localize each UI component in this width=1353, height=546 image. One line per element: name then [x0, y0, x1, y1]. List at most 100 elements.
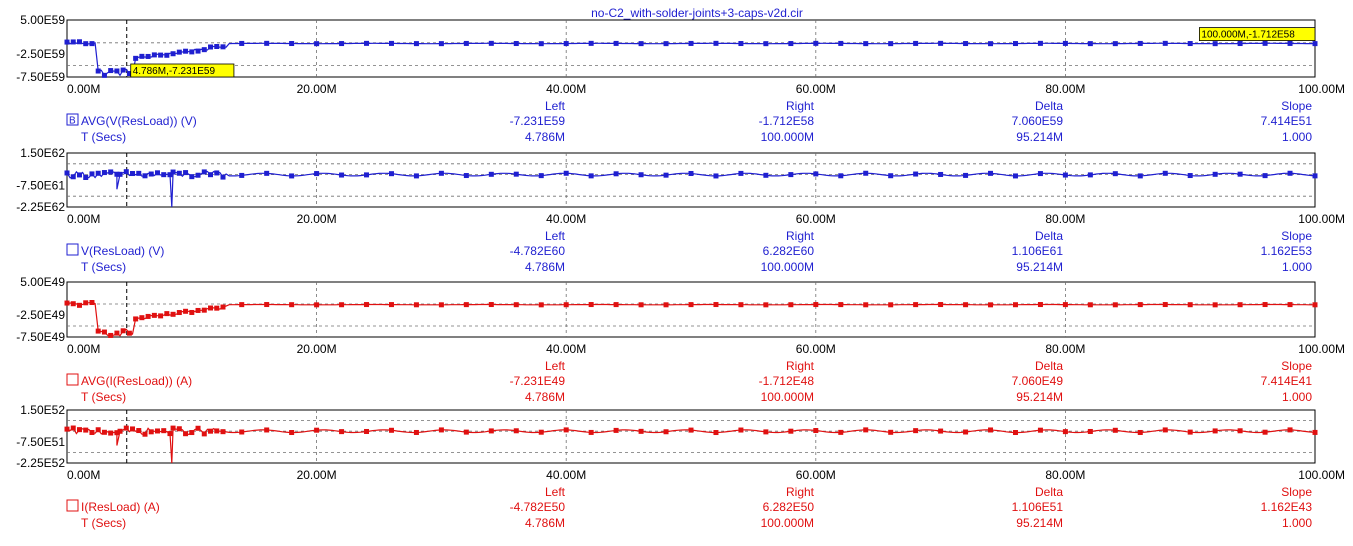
- data-point-marker: [738, 170, 744, 176]
- data-point-marker: [167, 172, 173, 178]
- data-point-marker: [126, 71, 132, 77]
- data-point-marker: [613, 427, 619, 433]
- data-point-marker: [1237, 171, 1243, 177]
- data-point-marker: [136, 170, 142, 176]
- data-point-marker: [214, 44, 220, 50]
- data-point-marker: [76, 39, 82, 45]
- data-point-marker: [364, 302, 370, 308]
- data-point-marker: [1287, 427, 1293, 433]
- data-point-marker: [158, 52, 164, 58]
- data-point-marker: [95, 170, 101, 176]
- data-point-marker: [1162, 40, 1168, 46]
- data-point-marker: [139, 315, 145, 321]
- readout-value-left: -7.231E59: [510, 114, 566, 128]
- data-point-marker: [388, 171, 394, 177]
- plot-frame: [66, 281, 1316, 338]
- data-point-marker: [938, 40, 944, 46]
- cursor-tag-label: 100.000M,-1.712E58: [1201, 30, 1295, 41]
- data-point-marker: [170, 51, 176, 57]
- data-point-marker: [388, 302, 394, 308]
- data-point-marker: [738, 41, 744, 47]
- data-point-marker: [214, 428, 220, 434]
- data-point-marker: [588, 302, 594, 308]
- data-point-marker: [289, 302, 295, 308]
- data-point-marker: [114, 330, 120, 336]
- y-tick-label: -7.50E49: [16, 330, 65, 344]
- data-point-marker: [1287, 40, 1293, 46]
- plot-title: no-C2_with-solder-joints+3-caps-v2d.cir: [591, 6, 803, 20]
- data-point-marker: [314, 302, 320, 308]
- data-point-marker: [713, 302, 719, 308]
- data-point-marker: [64, 170, 70, 176]
- data-point-marker: [70, 301, 76, 307]
- data-point-marker: [1137, 40, 1143, 46]
- data-point-marker: [738, 427, 744, 433]
- series-trace: [66, 170, 1316, 208]
- data-point-marker: [170, 425, 176, 431]
- data-point-marker: [863, 302, 869, 308]
- data-point-marker: [142, 431, 148, 437]
- y-tick-label: 5.00E59: [20, 13, 65, 27]
- data-point-marker: [239, 302, 245, 308]
- readout-header-left: Left: [545, 359, 566, 373]
- data-point-marker: [89, 429, 95, 435]
- time-row-label: T (Secs): [81, 516, 126, 530]
- data-point-marker: [888, 429, 894, 435]
- data-point-marker: [108, 169, 114, 175]
- data-point-marker: [364, 428, 370, 434]
- data-point-marker: [663, 41, 669, 47]
- time-value-left: 4.786M: [525, 130, 565, 144]
- data-point-marker: [513, 171, 519, 177]
- cursor-tag[interactable]: [1199, 27, 1316, 41]
- data-point-marker: [339, 172, 345, 178]
- data-point-marker: [145, 313, 151, 319]
- series-toggle-glyph: B: [69, 116, 76, 127]
- data-point-marker: [139, 53, 145, 59]
- data-point-marker: [1087, 428, 1093, 434]
- data-point-marker: [117, 171, 123, 177]
- x-tick-label: 0.00M: [67, 212, 100, 226]
- data-point-marker: [101, 329, 107, 335]
- data-point-marker: [1237, 428, 1243, 434]
- data-point-marker: [161, 172, 167, 178]
- readout-value-right: 6.282E60: [763, 244, 815, 258]
- readout-value-delta: 1.106E51: [1012, 500, 1064, 514]
- data-point-marker: [189, 49, 195, 55]
- data-point-marker: [289, 430, 295, 436]
- data-point-marker: [613, 40, 619, 46]
- data-point-marker: [863, 427, 869, 433]
- data-point-marker: [438, 41, 444, 47]
- x-tick-label: 40.00M: [546, 342, 586, 356]
- cursor-tag[interactable]: [130, 63, 235, 78]
- data-point-marker: [763, 302, 769, 308]
- series-toggle-box[interactable]: [66, 243, 79, 256]
- data-point-marker: [1087, 41, 1093, 47]
- cursor-tag-label: 4.786M,-7.231E59: [133, 66, 216, 77]
- data-point-marker: [108, 68, 114, 74]
- series-toggle-box[interactable]: [66, 113, 79, 126]
- data-point-marker: [176, 310, 182, 316]
- data-point-marker: [563, 427, 569, 433]
- plot-frame: [66, 152, 1316, 208]
- x-tick-label: 20.00M: [297, 468, 337, 482]
- data-point-marker: [1062, 302, 1068, 308]
- data-point-marker: [438, 302, 444, 308]
- data-point-marker: [1087, 172, 1093, 178]
- readout-value-slope: 7.414E51: [1261, 114, 1313, 128]
- data-point-marker: [117, 428, 123, 434]
- data-point-marker: [638, 302, 644, 308]
- series-toggle-box[interactable]: [66, 499, 79, 512]
- data-point-marker: [688, 302, 694, 308]
- data-point-marker: [1137, 302, 1143, 308]
- data-point-marker: [963, 302, 969, 308]
- time-value-slope: 1.000: [1282, 260, 1312, 274]
- data-point-marker: [101, 72, 107, 78]
- data-point-marker: [488, 428, 494, 434]
- x-tick-label: 0.00M: [67, 342, 100, 356]
- time-value-right: 100.000M: [761, 516, 814, 530]
- series-toggle-box[interactable]: [66, 373, 79, 386]
- x-tick-label: 60.00M: [796, 82, 836, 96]
- x-tick-label: 40.00M: [546, 212, 586, 226]
